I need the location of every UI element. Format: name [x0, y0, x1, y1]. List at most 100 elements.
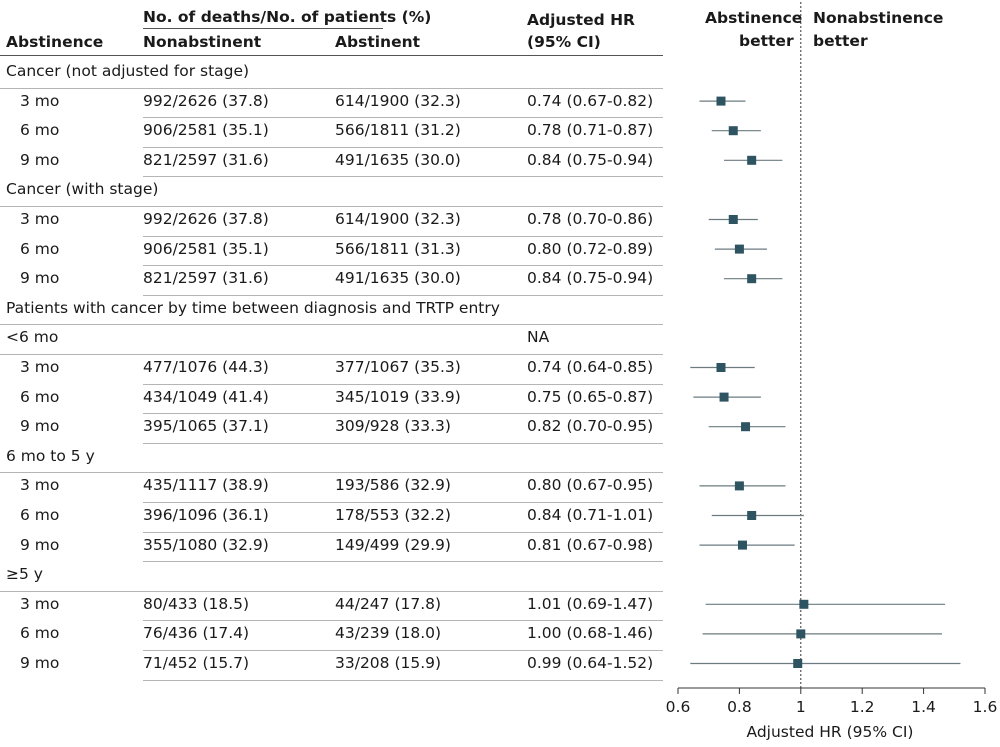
hr-value: 0.99 (0.64-1.52) — [527, 654, 654, 672]
row-rule — [143, 294, 663, 296]
header-hr-line1: Adjusted HR — [527, 11, 635, 29]
nonabstinent-value: 355/1080 (32.9) — [143, 535, 269, 554]
hr-point — [719, 392, 729, 402]
abstinent-value: 566/1811 (31.2) — [335, 121, 461, 140]
abstinent-value: 193/586 (32.9) — [335, 476, 451, 495]
hr-value: 0.84 (0.75-0.94) — [527, 269, 654, 288]
section-rule — [0, 590, 663, 592]
section-title: Cancer (with stage) — [6, 180, 159, 199]
hr-value: 0.84 (0.71-1.01) — [527, 506, 654, 524]
row-label: 9 mo — [20, 417, 60, 436]
nonabstinent-value: 992/2626 (37.8) — [143, 210, 269, 228]
nonabstinent-value: 71/452 (15.7) — [143, 654, 250, 672]
hr-value: 0.80 (0.72-0.89) — [527, 239, 654, 258]
abstinent-value: 566/1811 (31.3) — [335, 239, 461, 258]
row-rule — [143, 117, 663, 119]
section-rule — [0, 354, 663, 355]
header-abstinent: Abstinent — [335, 33, 421, 51]
row-label: 9 mo — [20, 269, 60, 288]
section-rule — [0, 87, 663, 89]
nonabstinent-value: 80/433 (18.5) — [143, 594, 250, 613]
nonabstinent-value: 435/1117 (38.9) — [143, 476, 269, 495]
abstinent-value: 309/928 (33.3) — [335, 417, 451, 436]
abstinent-value: 44/247 (17.8) — [335, 594, 442, 613]
section-rule — [0, 324, 663, 326]
subsection-title: <6 mo — [6, 328, 59, 347]
x-tick-label: 1.2 — [850, 698, 875, 716]
x-tick-label: 0.6 — [666, 698, 691, 716]
row-label: 6 mo — [20, 387, 60, 406]
subsection-title: ≥5 y — [6, 565, 43, 584]
x-tick-label: 1 — [796, 698, 806, 716]
row-label: 3 mo — [20, 91, 60, 110]
section-title: Cancer (not adjusted for stage) — [6, 62, 250, 80]
row-label: 6 mo — [20, 624, 60, 643]
nonabstinent-value: 76/436 (17.4) — [143, 624, 250, 643]
row-rule — [143, 442, 663, 444]
section-rule — [0, 206, 663, 207]
row-label: 9 mo — [20, 535, 60, 554]
hr-point — [741, 422, 751, 432]
hr-point — [716, 363, 726, 372]
nonabstinent-value: 821/2597 (31.6) — [143, 150, 269, 169]
nonabstinent-value: 396/1096 (36.1) — [143, 506, 269, 524]
row-label: 3 mo — [20, 476, 60, 495]
abstinent-value: 491/1635 (30.0) — [335, 150, 461, 169]
section-title: Patients with cancer by time between dia… — [6, 298, 500, 317]
row-label: 3 mo — [20, 594, 60, 613]
row-rule — [143, 413, 663, 415]
abstinent-value: 377/1067 (35.3) — [335, 358, 461, 376]
favor-right-line2: better — [813, 32, 868, 50]
hr-value: 1.00 (0.68-1.46) — [527, 624, 654, 643]
abstinent-value: 178/553 (32.2) — [335, 506, 451, 524]
row-label: 6 mo — [20, 121, 60, 140]
abstinent-value: 149/499 (29.9) — [335, 535, 451, 554]
hr-value: 1.01 (0.69-1.47) — [527, 594, 654, 613]
hr-value: 0.80 (0.67-0.95) — [527, 476, 654, 495]
nonabstinent-value: 906/2581 (35.1) — [143, 121, 269, 140]
row-label: 6 mo — [20, 239, 60, 258]
hr-point — [728, 215, 738, 224]
hr-point — [747, 274, 757, 284]
nonabstinent-value: 434/1049 (41.4) — [143, 387, 269, 406]
abstinent-value: 491/1635 (30.0) — [335, 269, 461, 288]
header-bottom-rule — [0, 55, 663, 56]
row-label: 3 mo — [20, 358, 60, 376]
x-tick-label: 0.8 — [727, 698, 752, 716]
header-group-rule — [143, 28, 383, 29]
abstinent-value: 614/1900 (32.3) — [335, 210, 461, 228]
hr-value: 0.75 (0.65-0.87) — [527, 387, 654, 406]
row-rule — [143, 679, 663, 681]
hr-value: 0.74 (0.67-0.82) — [527, 91, 654, 110]
row-rule — [143, 265, 663, 267]
subsection-title: 6 mo to 5 y — [6, 446, 95, 465]
abstinent-value: 614/1900 (32.3) — [335, 91, 461, 110]
hr-point — [747, 511, 757, 520]
row-label: 6 mo — [20, 506, 60, 524]
row-rule — [143, 176, 663, 178]
row-label: 3 mo — [20, 210, 60, 228]
hr-point — [793, 659, 803, 668]
nonabstinent-value: 906/2581 (35.1) — [143, 239, 269, 258]
row-label: 9 mo — [20, 654, 60, 672]
row-rule — [143, 235, 663, 237]
abstinent-value: 345/1019 (33.9) — [335, 387, 461, 406]
row-rule — [143, 620, 663, 622]
hr-point — [728, 126, 738, 136]
favor-right-line1: Nonabstinence — [813, 9, 944, 27]
header-group-title: No. of deaths/No. of patients (%) — [143, 8, 432, 26]
hr-point — [734, 244, 744, 254]
header-abstinence: Abstinence — [6, 33, 104, 51]
header-nonabstinent: Nonabstinent — [143, 33, 262, 51]
nonabstinent-value: 395/1065 (37.1) — [143, 417, 269, 436]
x-tick-label: 1.4 — [911, 698, 936, 716]
row-rule — [143, 383, 663, 385]
row-rule — [143, 561, 663, 563]
hr-value: 0.78 (0.71-0.87) — [527, 121, 654, 140]
hr-point — [734, 481, 744, 491]
hr-value: NA — [527, 328, 550, 347]
hr-point — [796, 629, 806, 639]
hr-value: 0.82 (0.70-0.95) — [527, 417, 654, 436]
nonabstinent-value: 821/2597 (31.6) — [143, 269, 269, 288]
hr-value: 0.78 (0.70-0.86) — [527, 210, 654, 228]
